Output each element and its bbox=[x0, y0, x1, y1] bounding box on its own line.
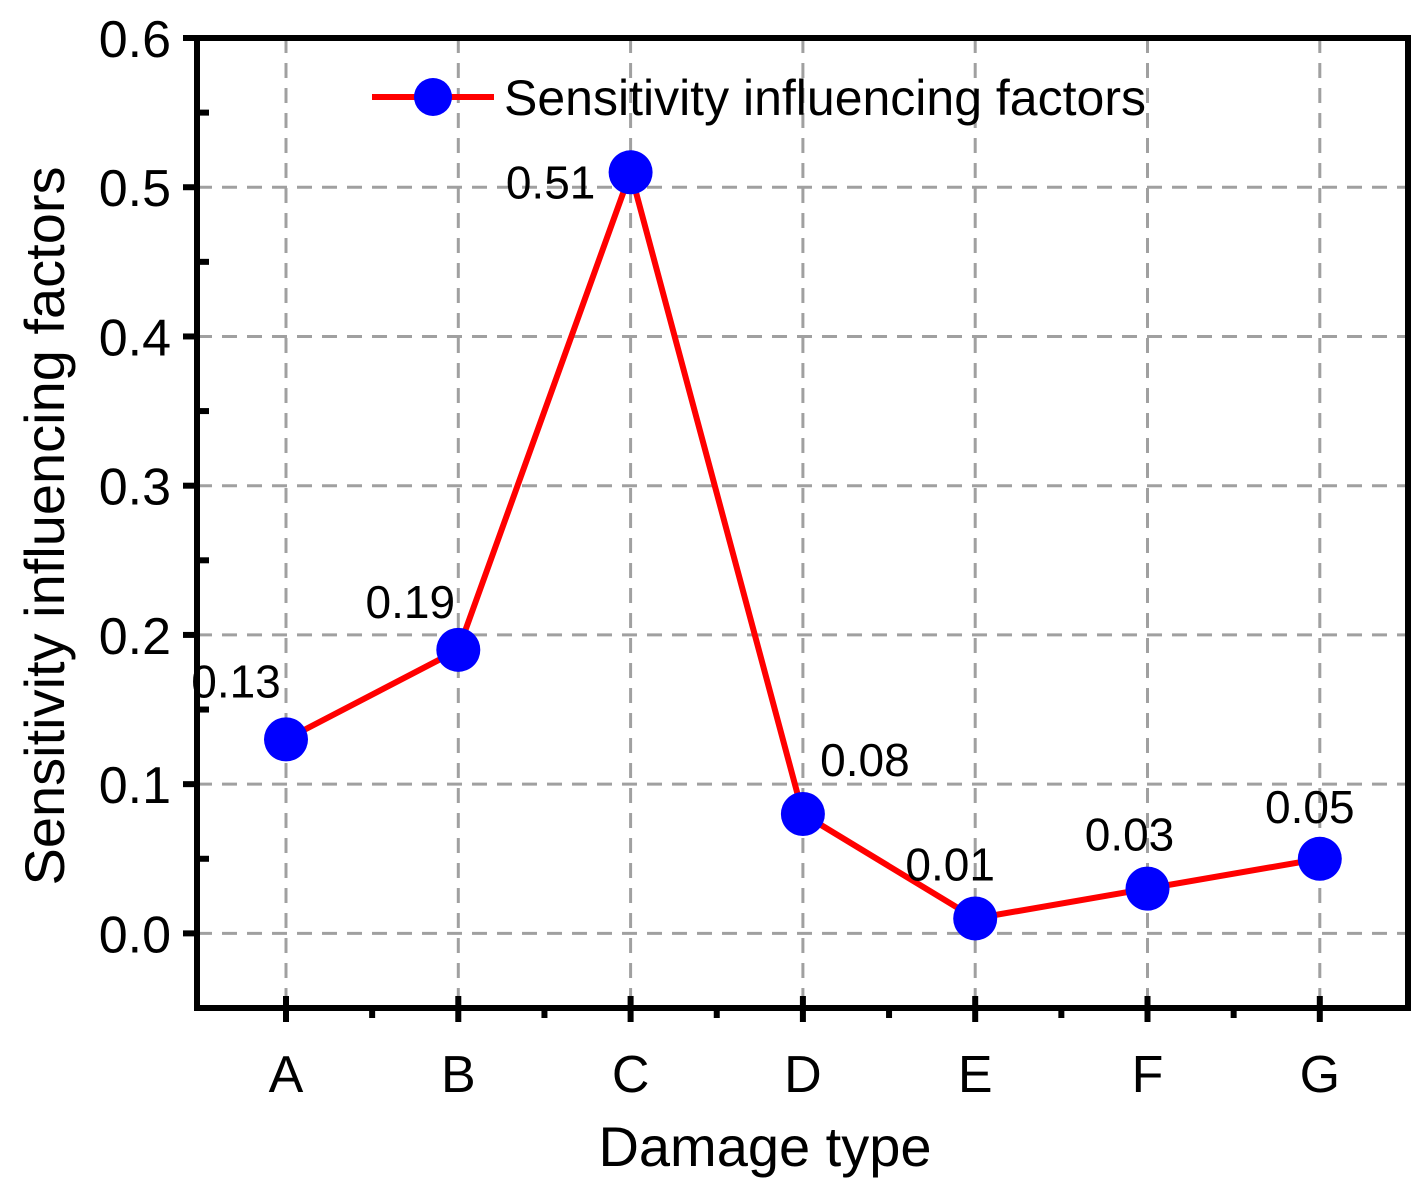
legend-label: Sensitivity influencing factors bbox=[504, 70, 1146, 126]
grid-lines bbox=[197, 36, 1408, 1008]
x-tick-label: E bbox=[958, 1046, 993, 1104]
data-label-layer: 0.13 0.19 0.51 0.08 0.01 0.03 0.05 bbox=[191, 156, 1354, 890]
data-point bbox=[1297, 836, 1342, 881]
data-point bbox=[608, 150, 653, 195]
data-point bbox=[264, 717, 308, 762]
x-tick-label: G bbox=[1300, 1046, 1340, 1104]
x-axis-title: Damage type bbox=[598, 1115, 931, 1178]
data-label: 0.05 bbox=[1265, 781, 1355, 833]
data-label: 0.01 bbox=[905, 838, 995, 890]
y-tick-label: 0.0 bbox=[99, 906, 171, 964]
x-tick-label: B bbox=[441, 1046, 476, 1104]
data-label: 0.03 bbox=[1085, 809, 1175, 861]
data-point bbox=[1125, 866, 1170, 911]
legend: Sensitivity influencing factors bbox=[372, 70, 1146, 126]
x-tick-label: D bbox=[784, 1046, 822, 1104]
data-label: 0.19 bbox=[366, 576, 456, 628]
y-tick-label: 0.1 bbox=[99, 757, 171, 815]
data-label: 0.08 bbox=[820, 734, 910, 786]
x-tick-label: C bbox=[612, 1046, 650, 1104]
x-tick-label: A bbox=[269, 1046, 304, 1104]
data-label: 0.13 bbox=[191, 655, 281, 707]
series-marker-layer bbox=[264, 150, 1342, 941]
y-tick-label: 0.3 bbox=[99, 459, 171, 517]
data-point bbox=[780, 792, 825, 836]
data-label: 0.51 bbox=[506, 156, 596, 208]
y-tick-label: 0.5 bbox=[99, 160, 171, 218]
y-axis-title: Sensitivity influencing factors bbox=[13, 166, 76, 885]
data-point bbox=[953, 896, 998, 941]
y-tick-label: 0.2 bbox=[99, 608, 171, 666]
y-tick-label: 0.6 bbox=[99, 11, 171, 69]
legend-marker bbox=[414, 78, 452, 116]
axis-ticks: 0.0 0.1 0.2 0.3 0.4 0.5 0.6 A B C D E F G bbox=[99, 11, 1340, 1104]
data-point bbox=[436, 627, 481, 672]
y-tick-label: 0.4 bbox=[99, 309, 171, 367]
x-tick-label: F bbox=[1132, 1046, 1164, 1104]
